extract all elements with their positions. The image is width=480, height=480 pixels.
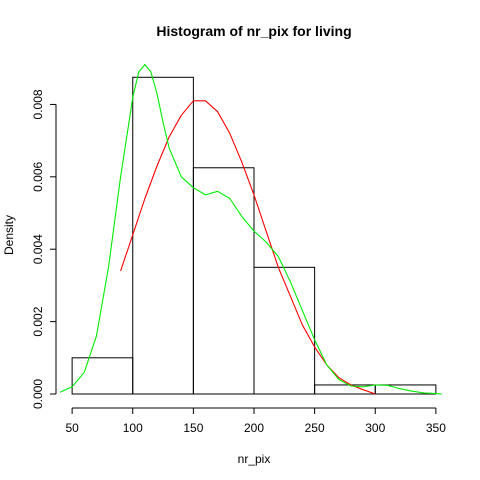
chart-title: Histogram of nr_pix for living xyxy=(156,23,351,39)
histogram-bar-2 xyxy=(193,168,254,394)
y-axis-label: Density xyxy=(2,215,16,255)
y-tick-label: 0.004 xyxy=(31,234,45,264)
y-tick-label: 0.006 xyxy=(31,161,45,191)
histogram-bar-1 xyxy=(133,77,194,394)
density-curve-0 xyxy=(121,101,376,394)
x-tick-label: 300 xyxy=(365,421,385,435)
x-tick-label: 150 xyxy=(183,421,203,435)
histogram-bars xyxy=(72,77,436,394)
y-tick-label: 0.002 xyxy=(31,306,45,336)
x-tick-label: 350 xyxy=(426,421,446,435)
y-tick-label: 0.000 xyxy=(31,379,45,409)
x-axis-label: nr_pix xyxy=(238,452,271,466)
x-tick-label: 250 xyxy=(305,421,325,435)
x-tick-label: 50 xyxy=(65,421,79,435)
y-tick-label: 0.008 xyxy=(31,89,45,119)
y-axis: 0.000 0.002 0.004 0.006 0.008 xyxy=(31,89,56,409)
x-tick-label: 200 xyxy=(244,421,264,435)
density-curves xyxy=(60,65,442,394)
density-curve-1 xyxy=(60,65,442,394)
x-tick-label: 100 xyxy=(123,421,143,435)
x-axis: 50 100 150 200 250 300 350 xyxy=(65,408,446,435)
